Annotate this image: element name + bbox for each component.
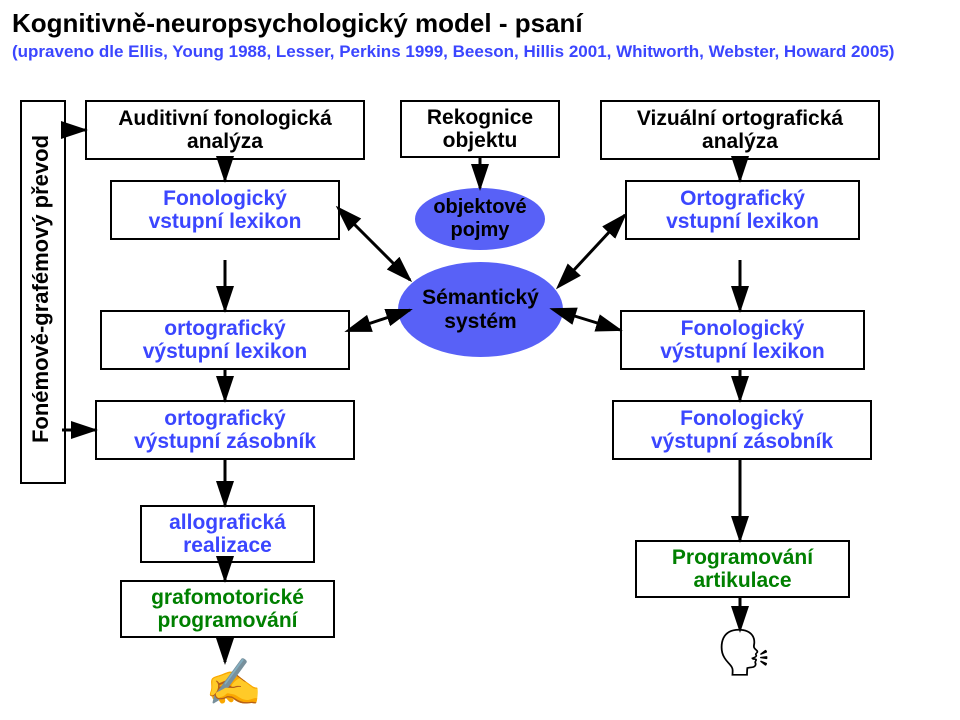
box-vizualni-ortograficka-analyza: Vizuální ortografickáanalýza xyxy=(600,100,880,160)
box-grafomotoricke-programovani: grafomotoricképrogramování xyxy=(120,580,335,638)
speaking-head-icon: 🗣 xyxy=(715,625,773,680)
box-rekognice-objektu: Rekogniceobjektu xyxy=(400,100,560,158)
diagram-canvas: Kognitivně-neuropsychologický model - ps… xyxy=(0,0,960,720)
box-ortograficky-vystupni-zasobnik: ortografickývýstupní zásobník xyxy=(95,400,355,460)
sidebar-label: Fonémově-grafémový převod xyxy=(28,99,54,479)
box-programovani-artikulace: Programováníartikulace xyxy=(635,540,850,598)
writing-hand-icon: ✍ xyxy=(205,655,262,710)
box-fonologicky-vstupni-lexikon: Fonologickývstupní lexikon xyxy=(110,180,340,240)
box-allograficka-realizace: allografickárealizace xyxy=(140,505,315,563)
box-ortograficky-vystupni-lexikon: ortografickývýstupní lexikon xyxy=(100,310,350,370)
box-ortograficky-vstupni-lexikon: Ortografickývstupní lexikon xyxy=(625,180,860,240)
page-title: Kognitivně-neuropsychologický model - ps… xyxy=(12,8,583,39)
box-fonologicky-vystupni-lexikon: Fonologickývýstupní lexikon xyxy=(620,310,865,370)
box-auditivni-fonologicka-analyza: Auditivní fonologickáanalýza xyxy=(85,100,365,160)
ellipse-objektove-pojmy: objektovépojmy xyxy=(415,188,545,250)
box-fonologicky-vystupni-zasobnik: Fonologickývýstupní zásobník xyxy=(612,400,872,460)
page-subtitle: (upraveno dle Ellis, Young 1988, Lesser,… xyxy=(12,42,894,62)
ellipse-semanticky-system: Sémantickýsystém xyxy=(398,262,563,357)
